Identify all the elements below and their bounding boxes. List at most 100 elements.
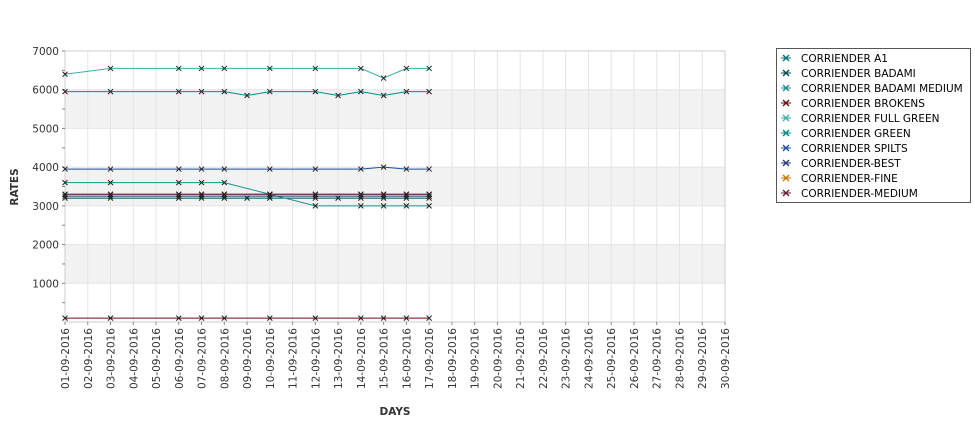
data-point [175, 179, 182, 186]
legend-item: CORRIENDER-BEST [781, 158, 901, 170]
x-tick-label: 17-09-2016 [424, 328, 436, 389]
y-axis-title: RATES [9, 168, 21, 205]
legend-label: CORRIENDER FULL GREEN [801, 113, 939, 125]
data-point [335, 92, 341, 99]
legend-label: CORRIENDER A1 [801, 53, 888, 65]
legend-item: CORRIENDER BADAMI MEDIUM [781, 83, 963, 95]
legend-label: CORRIENDER BROKENS [801, 98, 925, 110]
y-tick-label: 3000 [32, 201, 59, 213]
data-point [380, 75, 387, 81]
data-point [403, 166, 410, 172]
data-point [221, 315, 228, 321]
data-point [426, 203, 432, 209]
data-point [358, 88, 364, 95]
plot-band [65, 89, 725, 129]
data-point [107, 166, 114, 172]
grid-lines [64, 50, 726, 322]
x-tick-labels: 01-09-2016 02-09-2016 03-09-2016 04-09-2016… [60, 328, 732, 389]
data-point [198, 315, 205, 321]
plot-band [65, 244, 725, 284]
legend-item: CORRIENDER FULL GREEN [781, 113, 939, 125]
data-point [358, 191, 364, 198]
data-point [312, 88, 319, 95]
data-point [380, 164, 387, 170]
legend-items: CORRIENDER A1 CORRIENDER BADAMI CORRIENDER… [781, 53, 963, 200]
data-point [221, 166, 228, 172]
data-point [198, 166, 205, 172]
data-point [426, 315, 432, 321]
x-tick-label: 24-09-2016 [583, 328, 595, 389]
legend-label: CORRIENDER BADAMI MEDIUM [801, 83, 963, 95]
legend-item: CORRIENDER A1 [781, 53, 888, 65]
data-point [426, 191, 432, 198]
data-point [175, 166, 182, 172]
data-point [175, 191, 182, 198]
x-tick-label: 10-09-2016 [265, 328, 277, 389]
x-tick-label: 27-09-2016 [652, 328, 664, 389]
y-tick-label: 7000 [32, 46, 59, 58]
data-point [312, 315, 319, 321]
y-tick-label: 6000 [32, 85, 59, 97]
data-point [403, 191, 410, 198]
data-point [403, 88, 410, 95]
x-tick-label: 06-09-2016 [174, 328, 186, 389]
data-point [175, 65, 182, 72]
x-tick-label: 05-09-2016 [151, 328, 163, 389]
data-point [380, 191, 387, 198]
x-tick-label: 12-09-2016 [310, 328, 322, 389]
legend-label: CORRIENDER SPILTS [801, 143, 908, 155]
data-point [312, 166, 319, 172]
plot-bands [65, 89, 725, 284]
data-point [403, 65, 410, 72]
legend-item: CORRIENDER BADAMI [781, 68, 916, 80]
data-point [403, 315, 410, 321]
data-point [312, 191, 319, 198]
data-point [62, 166, 68, 172]
legend-label: CORRIENDER-BEST [801, 158, 901, 170]
data-point [107, 88, 114, 95]
data-point [175, 88, 182, 95]
data-point [358, 203, 364, 209]
data-point [266, 166, 273, 172]
x-tick-label: 04-09-2016 [128, 328, 140, 389]
data-point [62, 71, 68, 78]
data-point [198, 65, 205, 72]
x-tick-label: 29-09-2016 [697, 328, 709, 389]
x-tick-label: 26-09-2016 [629, 328, 641, 389]
x-tick-label: 23-09-2016 [561, 328, 573, 389]
x-tick-label: 16-09-2016 [401, 328, 413, 389]
x-tick-label: 09-09-2016 [242, 328, 254, 389]
data-point [426, 88, 432, 95]
x-tick-label: 02-09-2016 [83, 328, 95, 389]
y-tick-labels: 1000 2000 3000 4000 5000 6000 7000 [32, 46, 59, 290]
y-tick-label: 5000 [32, 123, 59, 135]
x-tick-label: 18-09-2016 [447, 328, 459, 389]
data-point [107, 65, 114, 72]
x-tick-label: 14-09-2016 [356, 328, 368, 389]
legend-item: CORRIENDER GREEN [781, 128, 911, 140]
axes [62, 50, 726, 325]
data-point [62, 88, 68, 95]
series-lines [62, 65, 432, 321]
data-point [380, 203, 387, 209]
legend-item: CORRIENDER BROKENS [781, 98, 925, 110]
data-point [358, 166, 364, 172]
legend-label: CORRIENDER GREEN [801, 128, 911, 140]
data-point [403, 203, 410, 209]
x-tick-label: 11-09-2016 [288, 328, 300, 389]
x-tick-label: 30-09-2016 [720, 328, 732, 389]
x-tick-label: 13-09-2016 [333, 328, 345, 389]
data-point [107, 191, 114, 198]
plot-band [65, 167, 725, 206]
legend-label: CORRIENDER BADAMI [801, 68, 916, 80]
legend-label: CORRIENDER-MEDIUM [801, 188, 918, 200]
x-tick-label: 08-09-2016 [219, 328, 231, 389]
data-point [198, 191, 205, 198]
data-point [107, 315, 114, 321]
data-point [221, 179, 228, 186]
y-tick-label: 1000 [32, 278, 59, 290]
data-point [426, 65, 432, 72]
y-tick-label: 4000 [32, 162, 59, 174]
x-tick-label: 21-09-2016 [515, 328, 527, 389]
x-tick-label: 03-09-2016 [106, 328, 118, 389]
